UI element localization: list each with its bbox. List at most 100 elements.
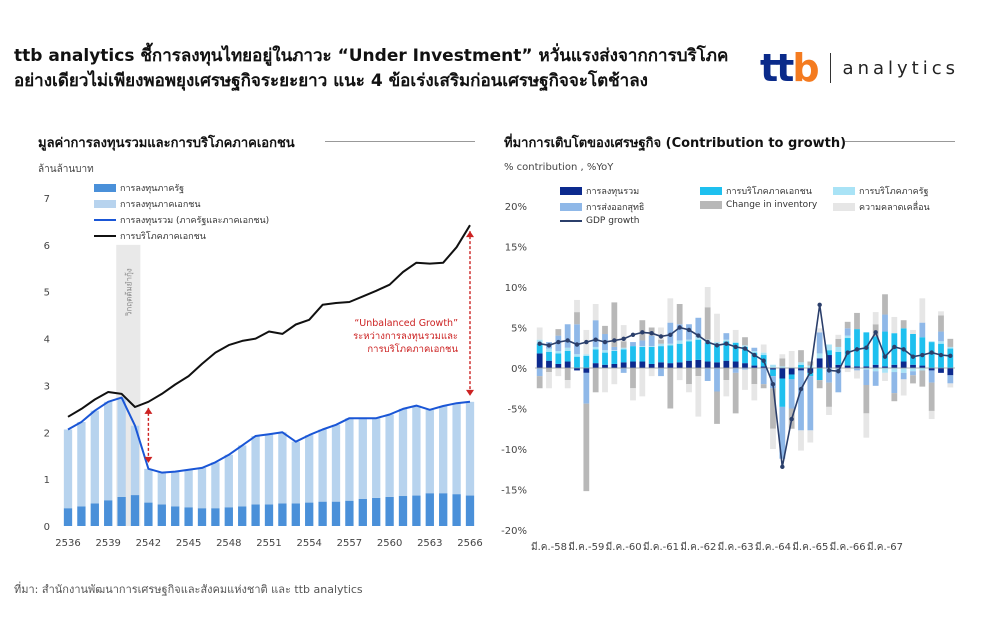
bar-inventory xyxy=(667,368,674,409)
bar-public-investment xyxy=(385,496,394,526)
bar-public-investment xyxy=(318,501,327,526)
bar-discrepancy xyxy=(732,329,739,343)
bar-discrepancy xyxy=(863,413,870,438)
left-x-tick: 2539 xyxy=(95,538,120,549)
gdp-point xyxy=(892,344,897,350)
gdp-point xyxy=(714,343,720,348)
gdp-point xyxy=(593,337,598,342)
bar-inventory xyxy=(658,339,664,344)
bar-private-investment xyxy=(90,410,99,504)
left-x-tick: 2554 xyxy=(296,538,321,549)
bar-public-consumption xyxy=(676,340,683,344)
bar-net-exports xyxy=(844,328,851,336)
bar-discrepancy xyxy=(751,384,758,401)
bar-net-exports xyxy=(555,335,562,351)
bar-investment xyxy=(630,361,636,368)
bar-discrepancy xyxy=(760,344,767,353)
bar-inventory xyxy=(919,370,926,387)
bar-public-consumption xyxy=(574,354,580,357)
bar-private-consumption xyxy=(910,333,916,365)
bar-investment xyxy=(751,365,758,368)
bar-investment xyxy=(910,364,916,368)
crisis-shading xyxy=(116,244,141,526)
legend-swatch xyxy=(94,200,116,208)
bar-inventory xyxy=(788,408,795,429)
bar-private-consumption xyxy=(602,352,608,365)
left-x-tick: 2563 xyxy=(417,538,442,549)
bar-public-investment xyxy=(251,504,260,526)
bar-net-exports xyxy=(947,375,954,384)
legend-swatch xyxy=(700,187,722,195)
bar-investment xyxy=(844,365,851,368)
bar-net-exports xyxy=(630,342,636,347)
bar-investment xyxy=(658,362,664,368)
gdp-point xyxy=(770,382,776,387)
gdp-point xyxy=(668,332,673,337)
bar-private-consumption xyxy=(835,351,842,365)
bar-private-consumption xyxy=(658,346,664,363)
bar-private-investment xyxy=(117,397,126,497)
bar-private-consumption xyxy=(686,341,692,361)
bar-net-exports xyxy=(919,322,926,338)
bar-investment xyxy=(704,361,711,368)
bar-discrepancy xyxy=(536,327,543,340)
bar-inventory xyxy=(564,368,571,381)
bar-net-exports xyxy=(882,314,888,332)
gdp-point xyxy=(733,344,738,350)
bar-public-investment xyxy=(238,506,247,526)
bar-public-consumption xyxy=(583,354,590,356)
legend-swatch xyxy=(560,203,582,211)
right-x-tick: มี.ค.-59 xyxy=(568,541,604,553)
bar-private-consumption xyxy=(900,328,907,362)
gdp-point xyxy=(742,346,748,351)
bar-private-consumption xyxy=(826,350,832,356)
legend-private-cons: การบริโภคภาคเอกชน xyxy=(700,184,812,198)
bar-private-consumption xyxy=(592,349,599,364)
bar-inventory xyxy=(630,368,636,389)
bar-inventory xyxy=(816,380,823,389)
right-x-tick: มี.ค.-66 xyxy=(830,541,866,553)
gdp-point xyxy=(882,354,888,359)
bar-net-exports xyxy=(620,368,627,373)
bar-discrepancy xyxy=(882,372,888,381)
bar-public-investment xyxy=(197,508,207,526)
bar-investment xyxy=(583,368,590,373)
bar-investment xyxy=(648,363,655,368)
bar-public-consumption xyxy=(798,362,804,365)
bar-net-exports xyxy=(546,342,552,349)
bar-private-consumption xyxy=(546,351,552,361)
bar-private-consumption xyxy=(863,332,870,367)
bar-discrepancy xyxy=(788,350,795,368)
bar-inventory xyxy=(574,312,580,325)
bar-investment xyxy=(667,363,674,368)
bar-net-exports xyxy=(742,368,748,370)
bar-net-exports xyxy=(854,368,860,371)
bar-discrepancy xyxy=(723,380,730,397)
bar-investment xyxy=(602,364,608,368)
bar-private-investment xyxy=(358,418,367,499)
bar-private-consumption xyxy=(751,352,758,366)
bar-private-consumption xyxy=(704,342,711,362)
right-x-tick: มี.ค.-64 xyxy=(755,541,791,553)
bar-public-investment xyxy=(130,495,140,526)
bar-investment xyxy=(546,360,552,368)
bar-discrepancy xyxy=(919,298,926,323)
bar-discrepancy xyxy=(695,376,702,417)
bar-net-exports xyxy=(564,324,571,348)
bar-private-consumption xyxy=(947,348,954,368)
gdp-point xyxy=(630,332,636,337)
gdp-point xyxy=(929,350,934,355)
bar-investment xyxy=(536,353,543,368)
bar-public-investment xyxy=(439,493,448,526)
right-x-tick: มี.ค.-58 xyxy=(531,541,567,553)
bar-net-exports xyxy=(798,370,804,431)
bar-private-investment xyxy=(197,467,207,509)
gdp-point xyxy=(761,358,766,363)
left-y-tick: 3 xyxy=(44,381,50,392)
bar-public-consumption xyxy=(844,335,851,339)
ttb-logo: ttb xyxy=(760,46,820,90)
gdp-point xyxy=(948,353,953,359)
bar-investment xyxy=(835,364,842,368)
bar-investment xyxy=(872,364,879,368)
gdp-point xyxy=(836,369,841,374)
